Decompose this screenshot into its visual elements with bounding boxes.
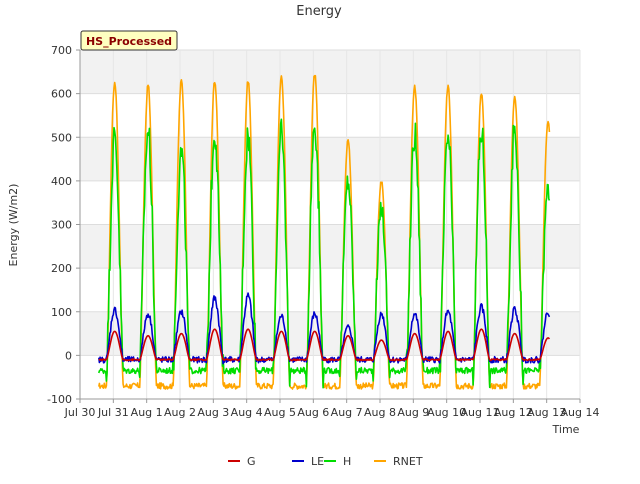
y-tick-label: 700 bbox=[51, 44, 72, 57]
x-tick-label: Aug 13 bbox=[527, 406, 566, 419]
chart-title: Energy bbox=[296, 4, 342, 19]
plot-band bbox=[80, 137, 580, 181]
series-g-line bbox=[98, 328, 551, 362]
badge-label: HS_Processed bbox=[86, 35, 172, 48]
x-axis-label: Time bbox=[552, 423, 580, 436]
y-tick-label: 0 bbox=[65, 349, 72, 362]
plot-band bbox=[80, 50, 580, 94]
plot-band bbox=[80, 311, 580, 356]
series-layer bbox=[98, 74, 551, 390]
x-tick-label: Aug 1 bbox=[131, 406, 163, 419]
x-tick-label: Aug 2 bbox=[164, 406, 196, 419]
legend: G LE H RNET bbox=[228, 455, 423, 468]
y-tick-label: 200 bbox=[51, 262, 72, 275]
legend-label-rnet: RNET bbox=[393, 455, 423, 468]
y-tick-label: 300 bbox=[51, 219, 72, 232]
legend-label-g: G bbox=[247, 455, 256, 468]
x-tick-label: Aug 6 bbox=[297, 406, 329, 419]
y-tick-label: 100 bbox=[51, 306, 72, 319]
y-tick-label: 600 bbox=[51, 88, 72, 101]
x-tick-label: Jul 30 bbox=[64, 406, 96, 419]
y-axis-label: Energy (W/m2) bbox=[7, 184, 20, 267]
x-tick-label: Aug 14 bbox=[561, 406, 600, 419]
y-tick-label: -100 bbox=[47, 393, 72, 406]
x-tick-label: Aug 5 bbox=[264, 406, 296, 419]
x-tick-label: Aug 9 bbox=[397, 406, 429, 419]
x-tick-label: Aug 3 bbox=[197, 406, 229, 419]
legend-label-h: H bbox=[343, 455, 351, 468]
legend-label-le: LE bbox=[311, 455, 324, 468]
x-tick-label: Aug 8 bbox=[364, 406, 396, 419]
x-tick-label: Aug 7 bbox=[331, 406, 363, 419]
x-tick-label: Aug 11 bbox=[461, 406, 500, 419]
plot-band bbox=[80, 224, 580, 269]
x-tick-label: Aug 4 bbox=[231, 406, 263, 419]
x-tick-label: Jul 31 bbox=[97, 406, 129, 419]
y-tick-label: 400 bbox=[51, 175, 72, 188]
dataset-badge: HS_Processed bbox=[80, 30, 178, 51]
x-tick-label: Aug 10 bbox=[427, 406, 466, 419]
x-tick-label: Aug 12 bbox=[494, 406, 533, 419]
y-tick-label: 500 bbox=[51, 131, 72, 144]
